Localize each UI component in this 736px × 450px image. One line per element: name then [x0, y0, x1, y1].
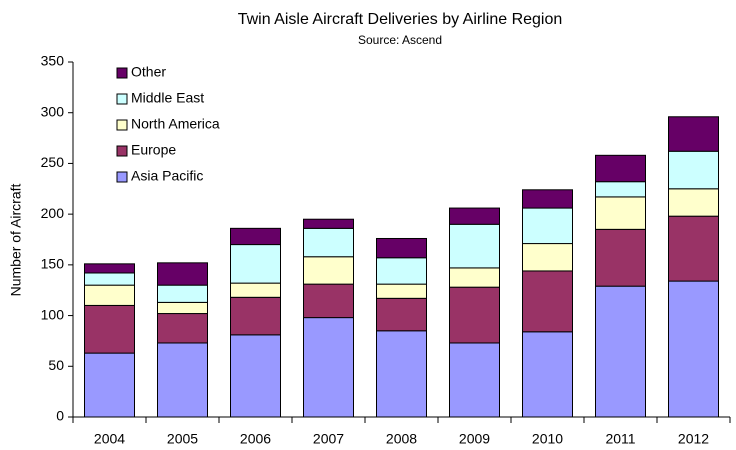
bar-segment	[84, 352, 135, 418]
legend-label: Middle East	[131, 90, 204, 106]
bar-segment	[668, 280, 719, 418]
bar-segment	[376, 237, 427, 259]
bar-segment	[376, 257, 427, 285]
bar-segment	[84, 272, 135, 286]
legend-label: Other	[131, 64, 166, 80]
bar-segment	[376, 330, 427, 418]
bar-segment	[449, 223, 500, 269]
x-tick-label: 2007	[313, 431, 344, 447]
bar-segment	[522, 207, 573, 245]
bar-segment	[157, 313, 208, 344]
bar-segment	[157, 284, 208, 303]
legend-swatch	[116, 119, 128, 131]
bar-segment	[449, 286, 500, 344]
y-axis-label: Number of Aircraft	[8, 183, 24, 296]
x-tick-label: 2011	[605, 431, 635, 447]
legend-label: Europe	[131, 142, 176, 158]
bar-segment	[376, 297, 427, 332]
bar-segment	[303, 218, 354, 229]
chart-subtitle: Source: Ascend	[358, 33, 442, 47]
bar-segment	[595, 181, 646, 198]
y-tick-label: 250	[41, 154, 65, 170]
bar-segment	[595, 196, 646, 230]
bar-segment	[303, 317, 354, 418]
y-tick-label: 100	[41, 306, 65, 322]
x-tick-label: 2008	[386, 431, 417, 447]
bar-segment	[668, 150, 719, 190]
bar-segment	[303, 256, 354, 285]
bar-segment	[230, 334, 281, 418]
bar-segment	[230, 227, 281, 246]
x-tick-label: 2009	[459, 431, 490, 447]
x-tick-label: 2012	[678, 431, 709, 447]
bar-segment	[449, 267, 500, 288]
bar-segment	[668, 215, 719, 282]
bar-segment	[230, 244, 281, 284]
legend-label: North America	[131, 116, 220, 132]
bar-segment	[668, 116, 719, 152]
bar-segment	[84, 284, 135, 306]
y-tick-label: 200	[41, 205, 65, 221]
legend-swatch	[116, 171, 128, 183]
legend-swatch	[116, 93, 128, 105]
bar-segment	[449, 207, 500, 225]
chart-title: Twin Aisle Aircraft Deliveries by Airlin…	[238, 11, 563, 28]
bar-segment	[522, 331, 573, 418]
x-tick-label: 2006	[240, 431, 271, 447]
bar-segment	[157, 342, 208, 418]
x-tick-label: 2004	[94, 431, 125, 447]
bar-segment	[230, 282, 281, 298]
bar-segment	[668, 188, 719, 217]
bar-segment	[595, 228, 646, 287]
bar-segment	[230, 296, 281, 336]
x-tick-label: 2010	[532, 431, 563, 447]
bar-segment	[522, 243, 573, 272]
bar-segment	[157, 262, 208, 286]
y-tick-label: 50	[48, 357, 64, 373]
bar-segment	[84, 304, 135, 354]
bar-segment	[376, 283, 427, 299]
bar-segment	[84, 263, 135, 274]
y-tick-label: 350	[41, 53, 65, 69]
bar-segment	[303, 227, 354, 258]
bar-segment	[522, 270, 573, 333]
y-tick-label: 0	[56, 408, 64, 424]
bar-segment	[157, 301, 208, 315]
legend-label: Asia Pacific	[131, 168, 203, 184]
legend-swatch	[116, 145, 128, 157]
bar-segment	[303, 283, 354, 319]
bar-segment	[595, 154, 646, 183]
bar-segment	[522, 189, 573, 209]
bar-segment	[595, 285, 646, 418]
y-tick-label: 300	[41, 103, 65, 119]
legend-swatch	[116, 67, 128, 79]
x-tick-label: 2005	[167, 431, 198, 447]
y-tick-label: 150	[41, 256, 65, 272]
bar-segment	[449, 342, 500, 418]
